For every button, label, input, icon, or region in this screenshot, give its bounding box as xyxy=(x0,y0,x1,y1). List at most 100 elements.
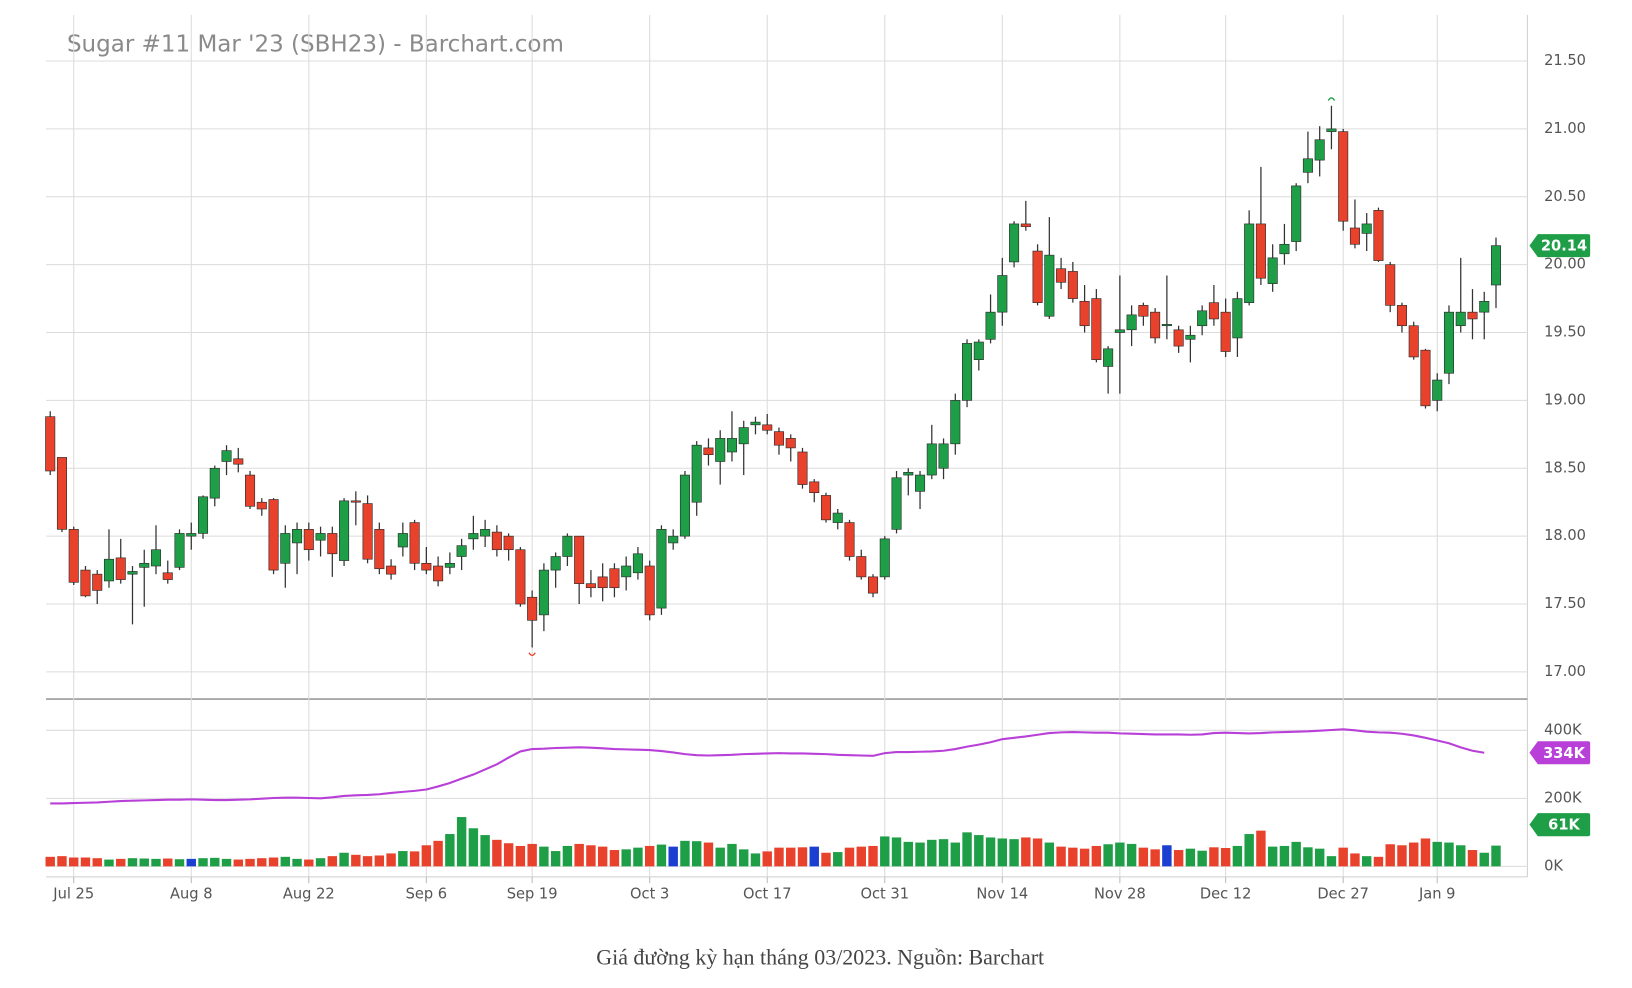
volume-bar xyxy=(1232,845,1243,867)
x-tick-label: Oct 31 xyxy=(861,886,910,903)
candle-body xyxy=(656,529,667,609)
open-interest-tag-box xyxy=(1529,741,1591,765)
candle-body xyxy=(809,481,820,494)
candle-body xyxy=(198,496,209,534)
volume-bar xyxy=(1021,837,1031,867)
volume-bar xyxy=(1303,847,1313,867)
candle-body xyxy=(1479,300,1490,313)
volume-bar xyxy=(1420,838,1431,867)
candle-body xyxy=(56,457,67,530)
candle-body xyxy=(268,499,279,571)
candle-body xyxy=(221,450,232,462)
candle-body xyxy=(480,529,491,537)
y-tick-label: 20.00 xyxy=(1544,256,1586,273)
volume-bar xyxy=(586,845,596,867)
candle-body xyxy=(491,531,502,551)
volume-bar xyxy=(456,817,467,867)
candle-body xyxy=(644,565,655,616)
volume-bar xyxy=(1373,856,1384,867)
candle-body xyxy=(973,341,984,360)
x-tick-label: Oct 3 xyxy=(630,886,669,903)
volume-bar xyxy=(950,842,961,867)
y-tick-label: 21.50 xyxy=(1544,52,1586,69)
volume-bar xyxy=(339,852,349,867)
candle-body xyxy=(1161,324,1172,327)
volume-bar xyxy=(327,856,338,867)
candle-body xyxy=(773,431,785,446)
candle-body xyxy=(1244,223,1255,303)
candle-body xyxy=(1220,311,1231,352)
volume-bar xyxy=(762,851,772,867)
candle-body xyxy=(209,467,220,499)
volume-bar xyxy=(421,845,432,867)
candle-body xyxy=(256,501,267,510)
volume-bar xyxy=(985,837,996,867)
volume-bar xyxy=(997,838,1008,867)
high-marker xyxy=(1327,97,1336,101)
volume-bar xyxy=(386,853,396,867)
candle-body xyxy=(621,565,632,578)
candle-body xyxy=(315,533,326,541)
volume-bar xyxy=(433,840,443,867)
volume-bar xyxy=(1185,848,1196,867)
candle-body xyxy=(926,443,937,476)
volume-bar xyxy=(1220,847,1231,867)
candle-body xyxy=(1197,310,1208,327)
volume-bar xyxy=(151,858,161,867)
y-tick-label: 18.50 xyxy=(1544,459,1586,476)
candle-body xyxy=(1314,139,1325,161)
candle-body xyxy=(1349,227,1360,245)
candle-body xyxy=(1020,223,1031,227)
candle-body xyxy=(585,583,596,589)
x-tick-label: Dec 12 xyxy=(1200,886,1252,903)
candle-body xyxy=(715,438,726,462)
volume-bar xyxy=(750,853,761,867)
volume-bar xyxy=(903,841,913,867)
volume-bar xyxy=(362,856,373,867)
candle-body xyxy=(1490,245,1502,286)
y-tick-label: 19.50 xyxy=(1544,324,1586,341)
volume-bar xyxy=(597,846,608,867)
candle-body xyxy=(1103,348,1114,367)
open-interest-line xyxy=(50,728,1485,805)
candle-body xyxy=(1079,300,1090,327)
volume-bar xyxy=(891,837,902,867)
candle-body xyxy=(632,553,643,574)
candle-body xyxy=(186,533,197,537)
volume-bar xyxy=(1056,846,1066,867)
volume-bar xyxy=(210,857,220,867)
candle-body xyxy=(703,447,714,456)
volume-bar xyxy=(1467,850,1478,867)
volume-bar xyxy=(962,832,972,867)
x-tick-label: Aug 22 xyxy=(283,886,335,903)
volume-bar xyxy=(880,836,890,867)
candle-body xyxy=(938,443,949,469)
volume-bar xyxy=(562,845,573,867)
x-tick-label: Jan 9 xyxy=(1418,886,1456,903)
volume-bar xyxy=(927,839,937,867)
volume-bar xyxy=(739,849,749,867)
candle-body xyxy=(738,427,749,445)
candle-body xyxy=(1126,314,1137,331)
candle-body xyxy=(139,562,150,568)
y-tick-label: 17.50 xyxy=(1544,595,1586,612)
volume-bar xyxy=(1197,850,1207,867)
volume-bar xyxy=(57,856,67,867)
candle-body xyxy=(1255,223,1266,279)
candle-body xyxy=(1455,311,1466,327)
volume-bar xyxy=(92,858,102,867)
volume-bar xyxy=(1409,842,1419,867)
volume-bar xyxy=(268,857,279,867)
candle-body xyxy=(350,500,361,503)
candle-body xyxy=(1385,264,1396,306)
candle-body xyxy=(879,538,890,578)
x-tick-label: Nov 14 xyxy=(976,886,1028,903)
candle-body xyxy=(797,451,808,485)
volume-bar xyxy=(398,851,408,867)
volume-bar xyxy=(1032,838,1043,867)
volume-bar xyxy=(527,843,537,867)
candle-body xyxy=(1302,158,1313,173)
candle-body xyxy=(1396,305,1407,327)
volume-bar xyxy=(715,847,725,867)
x-tick-label: Dec 27 xyxy=(1317,886,1369,903)
